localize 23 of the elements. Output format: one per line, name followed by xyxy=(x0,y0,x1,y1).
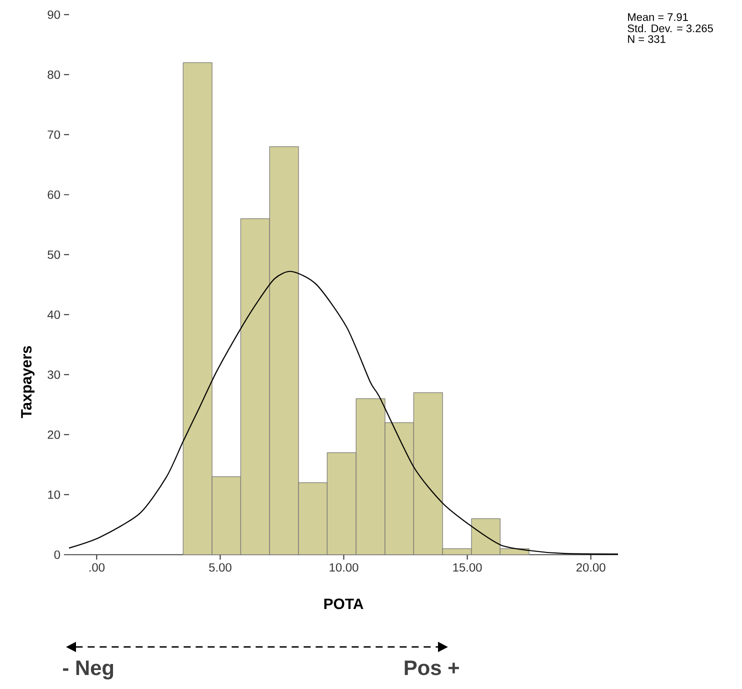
y-tick-label: 30 xyxy=(48,370,60,379)
y-tick-label: 10 xyxy=(48,490,60,499)
y-tick-label: 40 xyxy=(47,310,60,319)
x-tick-label: 20.00 xyxy=(576,563,606,572)
x-tick-label: .00 xyxy=(89,563,105,572)
y-tick-label: 70 xyxy=(48,130,60,139)
y-axis-title: Taxpayers xyxy=(21,346,35,418)
y-tick-label: 50 xyxy=(48,250,60,259)
text: Mean = 7.91 xyxy=(628,13,688,21)
y-tick-label: 60 xyxy=(48,190,60,199)
text: Std. Dev. = 3.265 xyxy=(628,24,713,32)
y-tick-label: 0 xyxy=(54,550,60,559)
x-tick-label: 10.00 xyxy=(330,563,358,572)
text: Pos + xyxy=(404,660,459,676)
y-tick-label: 90 xyxy=(48,10,60,19)
text: N = 331 xyxy=(628,35,666,43)
line-series xyxy=(68,270,619,555)
x-axis-title: POTA xyxy=(324,598,364,610)
x-tick-label: 15.00 xyxy=(453,563,482,572)
y-tick-label: 20 xyxy=(48,430,60,439)
y-tick-label: 80 xyxy=(48,70,60,79)
text: - Neg xyxy=(63,660,114,680)
x-tick-label: 5.00 xyxy=(209,563,232,572)
